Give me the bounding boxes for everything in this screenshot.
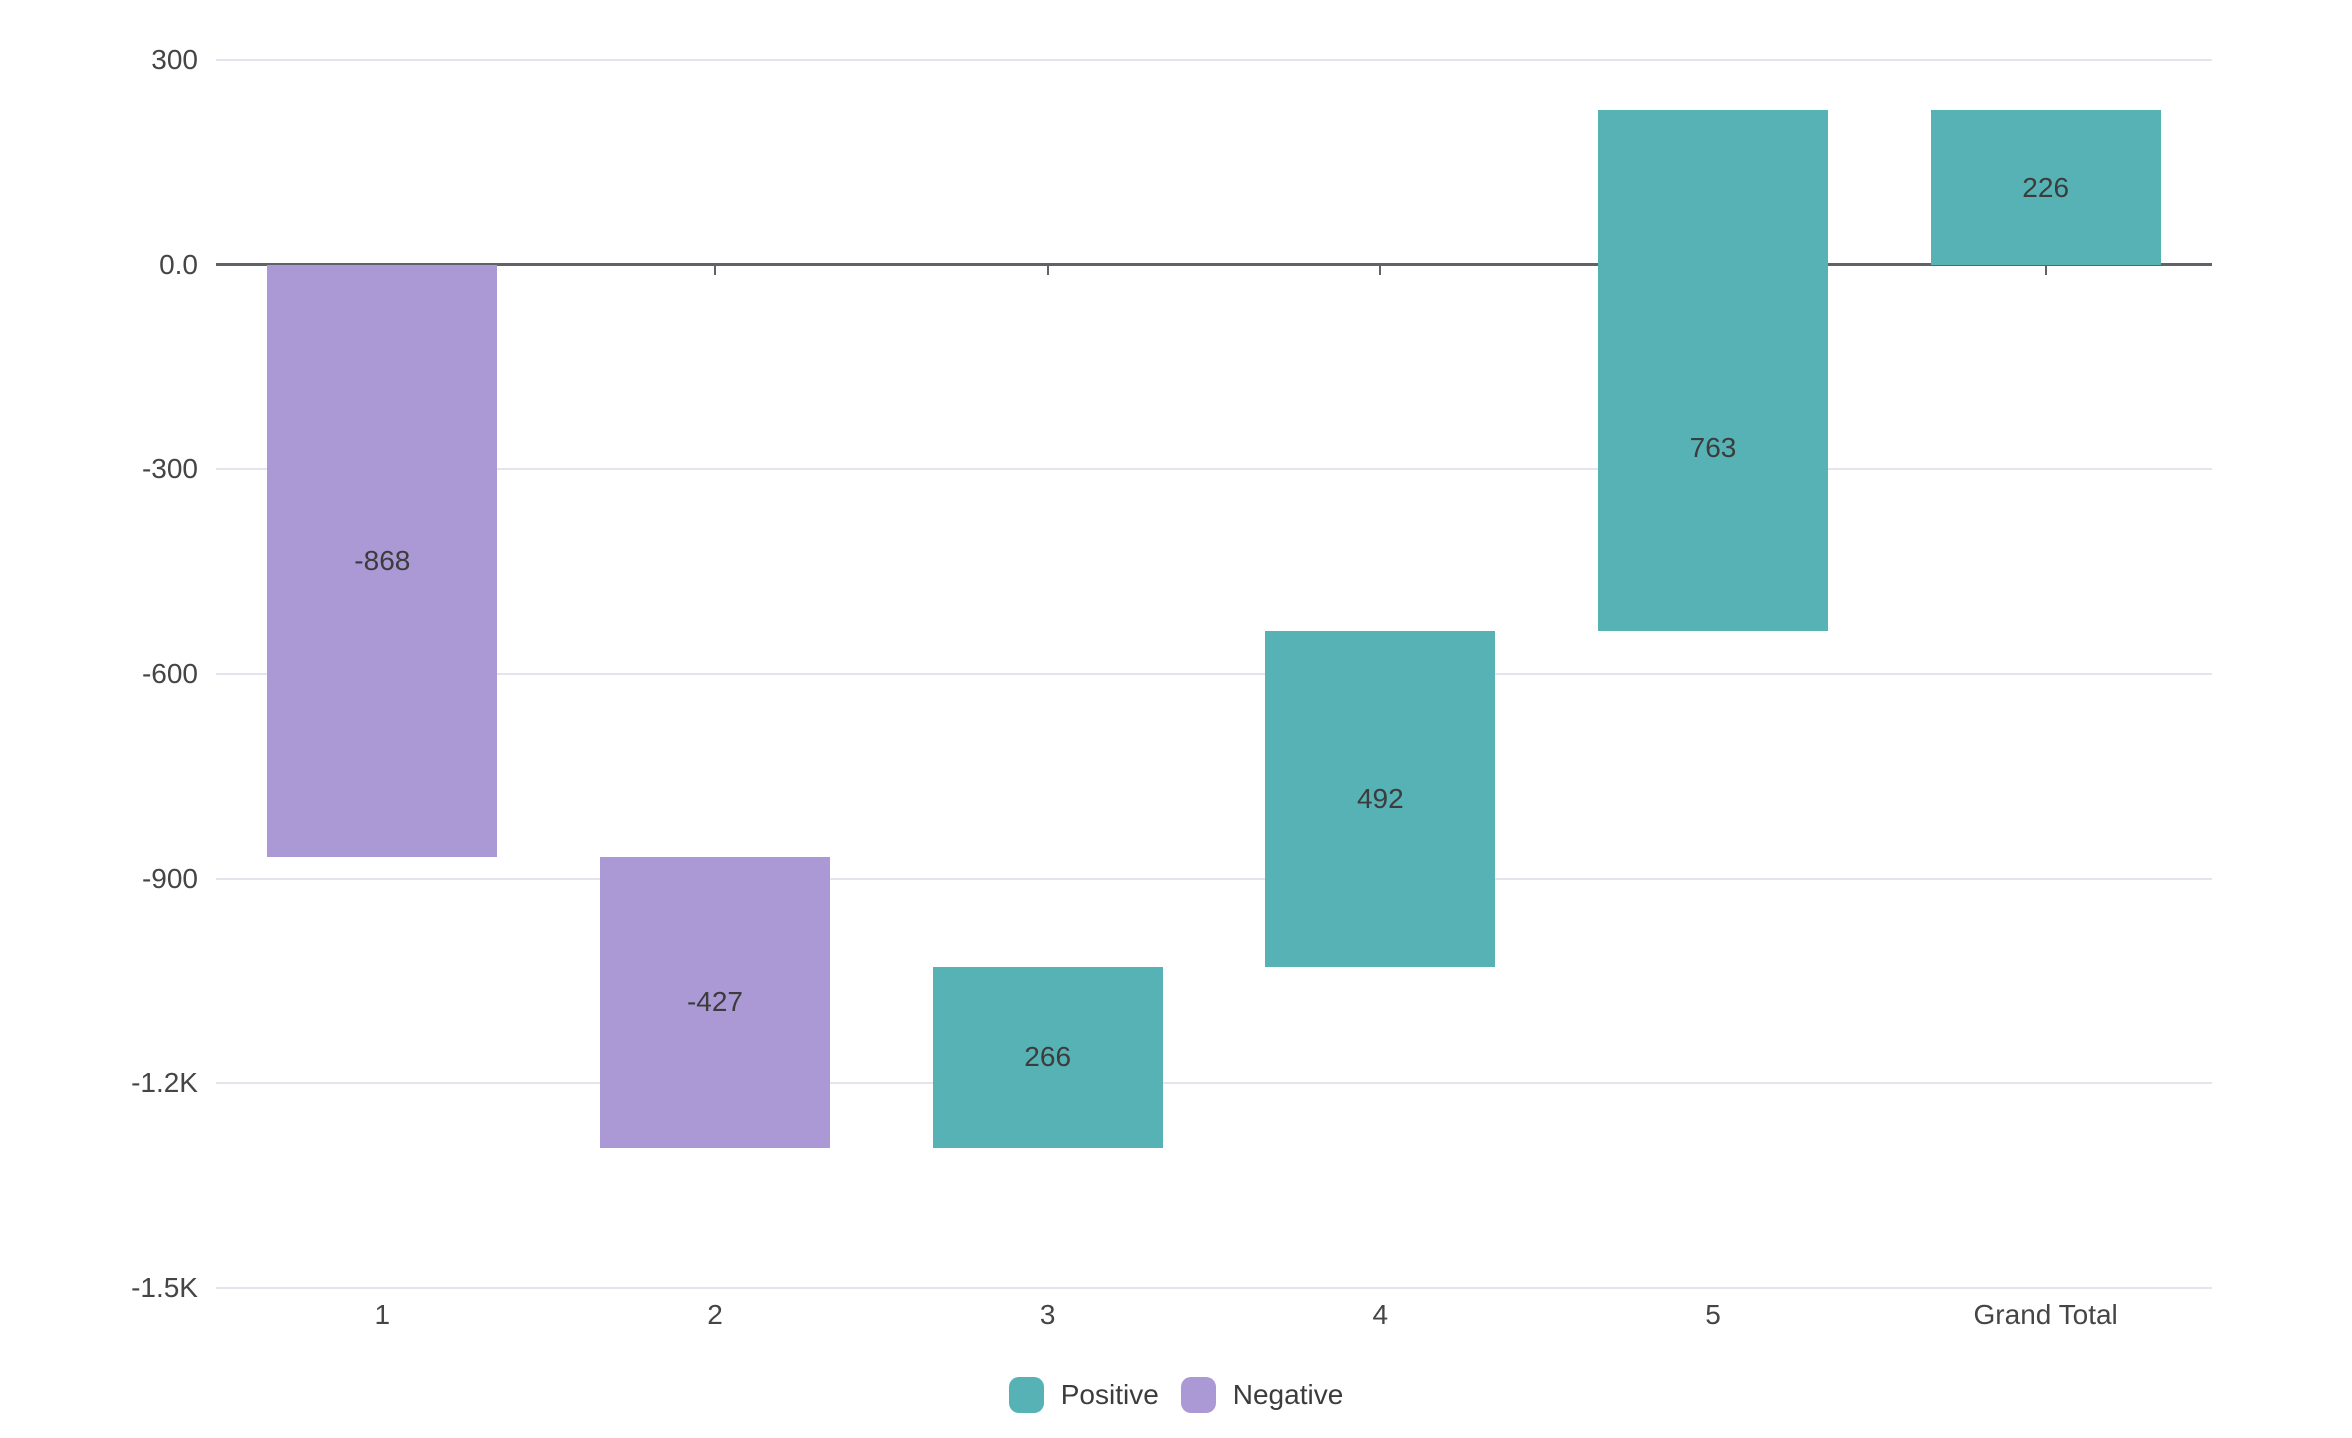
legend-item-negative[interactable]: Negative — [1180, 1377, 1344, 1413]
legend-swatch-negative — [1180, 1377, 1216, 1413]
zero-axis-line — [216, 263, 2212, 267]
legend-label-negative: Negative — [1232, 1379, 1344, 1410]
gridline--300 — [216, 468, 2212, 471]
x-axis-label-grand-total: Grand Total — [1973, 1299, 2118, 1330]
x-axis-tick — [1046, 263, 1049, 276]
y-axis-tick-label: -1.5K — [131, 1272, 198, 1303]
bar-value-label: -868 — [354, 544, 411, 576]
x-axis-label-3: 3 — [1039, 1299, 1056, 1330]
bar-value-label: 492 — [1356, 782, 1404, 814]
gridline--1.2K — [216, 1082, 2212, 1085]
bar-4[interactable] — [1265, 631, 1496, 967]
bar-value-label: 763 — [1689, 431, 1737, 463]
gridline--600 — [216, 673, 2212, 675]
legend-swatch-positive — [1008, 1377, 1044, 1413]
gridline--900 — [216, 877, 2212, 880]
legend-item-positive[interactable]: Positive — [1008, 1377, 1159, 1413]
bar-grand-total[interactable] — [1930, 110, 2161, 265]
bar-value-label: 226 — [2022, 171, 2070, 203]
x-axis-tick — [714, 263, 716, 276]
bar-2[interactable] — [600, 856, 830, 1149]
x-axis-label-1: 1 — [374, 1299, 391, 1330]
gridline--1.5K — [216, 1287, 2212, 1289]
bar-5[interactable] — [1598, 110, 1828, 632]
x-axis-tick — [2044, 263, 2047, 276]
x-axis-tick — [1379, 263, 1382, 276]
x-axis-label-4: 4 — [1372, 1299, 1389, 1330]
y-axis-tick-label: 300 — [151, 44, 198, 75]
bar-value-label: -427 — [686, 986, 743, 1018]
y-axis-tick-label: -300 — [141, 453, 198, 485]
bar-3[interactable] — [932, 966, 1163, 1149]
gridline-300 — [216, 59, 2212, 61]
y-axis-tick-label: -600 — [141, 658, 198, 689]
legend-label-positive: Positive — [1060, 1379, 1159, 1410]
x-axis-label-5: 5 — [1705, 1299, 1721, 1330]
x-axis-label-2: 2 — [707, 1299, 723, 1330]
legend: Positive Negative — [0, 1377, 2352, 1413]
y-axis-tick-label: -1.2K — [131, 1067, 198, 1099]
y-axis-tick-label: 0.0 — [159, 248, 198, 280]
y-axis-tick-label: -900 — [141, 862, 198, 894]
bar-1[interactable] — [267, 264, 498, 857]
bar-value-label: 266 — [1024, 1041, 1072, 1073]
